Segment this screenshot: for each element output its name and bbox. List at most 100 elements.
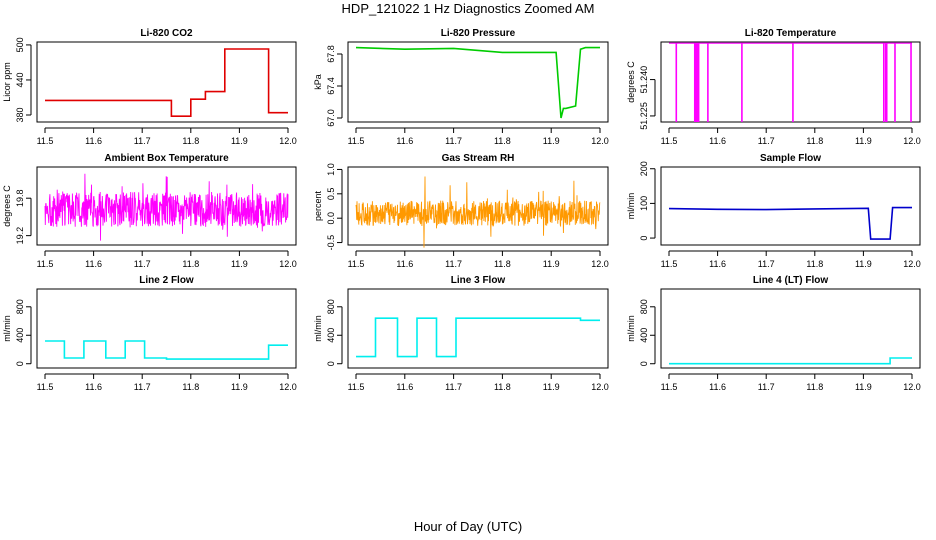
y-tick-label: 800 xyxy=(15,299,25,314)
x-tick-label: 12.0 xyxy=(279,136,297,146)
series-line xyxy=(355,46,600,119)
x-tick-label: 11.6 xyxy=(396,136,413,146)
panel-title: Li-820 Temperature xyxy=(745,28,837,39)
y-axis-label: degrees C xyxy=(2,185,12,227)
x-tick-label: 11.7 xyxy=(758,259,775,269)
plot-frame xyxy=(347,166,609,246)
x-tick-label: 11.5 xyxy=(37,136,54,146)
x-tick-label: 12.0 xyxy=(279,382,297,392)
x-tick-label: 11.9 xyxy=(543,259,560,269)
x-tick-label: 11.7 xyxy=(758,382,775,392)
x-tick-label: 12.0 xyxy=(279,259,297,269)
y-tick-label: 67.8 xyxy=(326,45,336,63)
y-tick-label: 400 xyxy=(15,328,25,343)
x-tick-label: 11.9 xyxy=(855,136,872,146)
y-axis-label: ml/min xyxy=(2,315,12,342)
panel-line-2-flow: Line 2 Flow 11.5 11.6 11.7 11.8 11.9 12.0 0 400 8… xyxy=(2,275,297,392)
x-tick-label: 11.8 xyxy=(182,382,199,392)
plot-frame xyxy=(347,288,609,369)
y-tick-label: 0 xyxy=(639,361,649,366)
x-tick-label: 11.6 xyxy=(709,259,726,269)
x-tick-label: 12.0 xyxy=(591,382,609,392)
panel-li-820-temperature: Li-820 Temperature 11.5 11.6 11.7 11.8 11.9 12… xyxy=(626,28,921,146)
panel-title: Li-820 Pressure xyxy=(441,28,516,39)
series-line xyxy=(355,176,601,248)
y-axis-label: ml/min xyxy=(313,315,323,342)
series-line xyxy=(669,357,912,365)
panel-li-820-co2: Li-820 CO2 11.5 11.6 11.7 11.8 11.9 12.0 380 440… xyxy=(2,28,297,146)
y-tick-label: 51.225 xyxy=(639,102,649,130)
x-tick-label: 11.8 xyxy=(806,136,823,146)
y-tick-label: 0.5 xyxy=(326,188,336,201)
panel-title: Line 2 Flow xyxy=(139,275,194,286)
x-tick-label: 11.9 xyxy=(855,259,872,269)
x-tick-label: 11.8 xyxy=(182,259,199,269)
y-axis-label: ml/min xyxy=(626,193,636,220)
y-tick-label: 800 xyxy=(639,299,649,314)
x-tick-label: 11.5 xyxy=(661,136,678,146)
x-tick-label: 11.8 xyxy=(806,259,823,269)
x-tick-label: 11.8 xyxy=(494,136,511,146)
x-tick-label: 11.9 xyxy=(855,382,872,392)
series-line xyxy=(668,206,912,240)
x-tick-label: 11.5 xyxy=(37,259,54,269)
y-tick-label: -0.5 xyxy=(326,235,336,251)
plot-frame xyxy=(36,166,297,246)
y-tick-label: 0 xyxy=(326,361,336,366)
panel-line-3-flow: Line 3 Flow 11.5 11.6 11.7 11.8 11.9 12.0 0 400 8… xyxy=(313,275,609,392)
x-tick-label: 11.6 xyxy=(709,382,726,392)
figure-title: HDP_121022 1 Hz Diagnostics Zoomed AM xyxy=(342,1,595,16)
x-tick-label: 11.5 xyxy=(348,136,365,146)
series-line xyxy=(44,173,289,241)
x-tick-label: 11.8 xyxy=(182,136,199,146)
x-tick-label: 12.0 xyxy=(591,259,609,269)
y-tick-label: 400 xyxy=(326,328,336,343)
x-tick-label: 11.9 xyxy=(543,136,560,146)
x-tick-label: 11.6 xyxy=(85,136,102,146)
y-tick-label: 380 xyxy=(15,107,25,122)
panel-grid: Li-820 CO2 11.5 11.6 11.7 11.8 11.9 12.0 380 440… xyxy=(2,28,921,392)
panel-title: Sample Flow xyxy=(760,153,821,164)
x-tick-label: 11.7 xyxy=(445,136,462,146)
x-tick-label: 11.6 xyxy=(85,382,102,392)
series-line xyxy=(45,340,288,360)
x-tick-label: 11.9 xyxy=(231,382,248,392)
x-tick-label: 11.5 xyxy=(348,382,365,392)
y-tick-label: 800 xyxy=(326,299,336,314)
panel-ambient-box-temperature: Ambient Box Temperature 11.5 11.6 11.7 11.8 1… xyxy=(2,153,297,269)
y-tick-label: 440 xyxy=(15,72,25,87)
y-tick-label: 500 xyxy=(15,37,25,52)
y-axis-label: ml/min xyxy=(626,315,636,342)
x-tick-label: 11.7 xyxy=(445,259,462,269)
plot-frame xyxy=(347,41,609,123)
x-tick-label: 11.9 xyxy=(543,382,560,392)
y-axis-label: kPa xyxy=(313,74,323,90)
x-tick-label: 12.0 xyxy=(903,382,921,392)
x-tick-label: 12.0 xyxy=(903,259,921,269)
panel-title: Li-820 CO2 xyxy=(140,28,193,39)
panel-title: Ambient Box Temperature xyxy=(104,153,229,164)
x-tick-label: 11.8 xyxy=(494,259,511,269)
plot-frame xyxy=(36,41,297,123)
y-tick-label: 0 xyxy=(15,361,25,366)
x-tick-label: 11.7 xyxy=(445,382,462,392)
x-tick-label: 11.6 xyxy=(396,382,413,392)
panel-title: Line 3 Flow xyxy=(451,275,506,286)
panel-title: Gas Stream RH xyxy=(442,153,515,164)
y-tick-label: 1.0 xyxy=(326,163,336,176)
panel-sample-flow: Sample Flow 11.5 11.6 11.7 11.8 11.9 12.0 0 100 2… xyxy=(626,153,921,269)
panel-line-4-lt-flow: Line 4 (LT) Flow 11.5 11.6 11.7 11.8 11.9 12.0… xyxy=(626,275,921,392)
y-axis-label: percent xyxy=(313,190,323,221)
x-tick-label: 11.6 xyxy=(709,136,726,146)
y-axis-label: degrees C xyxy=(626,61,636,103)
y-tick-label: 0.0 xyxy=(326,212,336,225)
plot-frame xyxy=(660,288,921,369)
x-tick-label: 11.7 xyxy=(134,382,151,392)
y-tick-label: 0 xyxy=(639,236,649,241)
x-tick-label: 11.6 xyxy=(85,259,102,269)
panel-title: Line 4 (LT) Flow xyxy=(753,275,829,286)
y-tick-label: 100 xyxy=(639,196,649,211)
panel-gas-stream-rh: Gas Stream RH 11.5 11.6 11.7 11.8 11.9 12.0 -0.… xyxy=(313,153,609,269)
y-tick-label: 67.4 xyxy=(326,77,336,95)
